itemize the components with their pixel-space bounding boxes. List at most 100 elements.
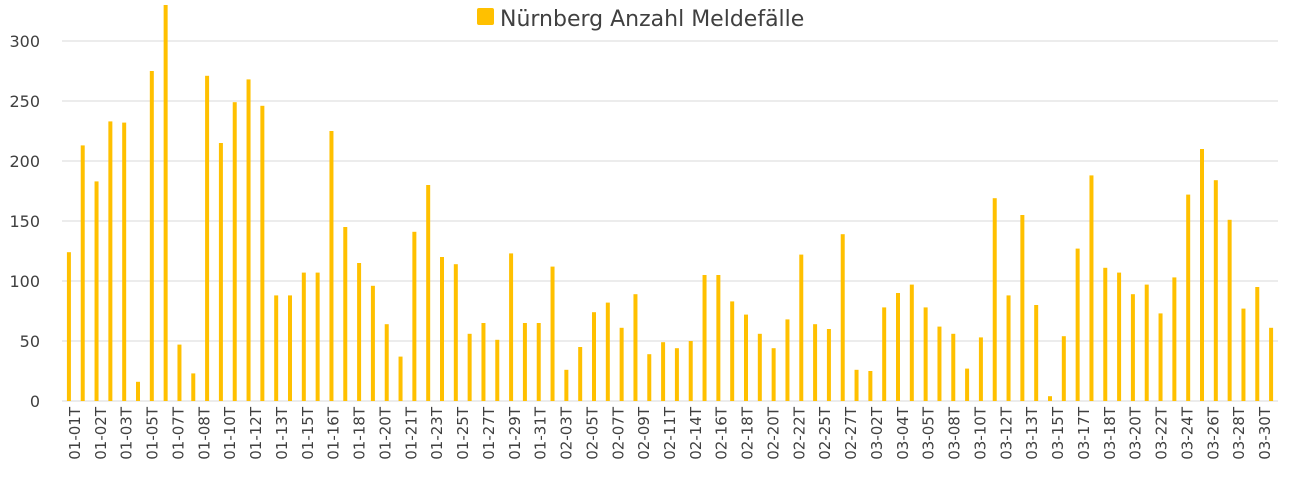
bar (992, 198, 997, 401)
legend-swatch (477, 8, 494, 25)
bar (453, 264, 458, 401)
bar (94, 181, 99, 401)
bar (329, 131, 334, 401)
bar (426, 185, 431, 401)
bars (66, 5, 1274, 402)
bar (592, 312, 596, 401)
x-tick-label: 01-23T (428, 406, 446, 460)
y-tick-label: 100 (9, 272, 40, 291)
bar (357, 263, 362, 401)
bar (205, 75, 210, 402)
bar (1034, 305, 1039, 401)
bar (826, 329, 831, 401)
bar (730, 301, 735, 401)
bar (218, 143, 223, 401)
x-tick-label: 03-28T (1230, 406, 1248, 460)
bar (177, 344, 182, 401)
bar (481, 323, 486, 401)
bar (246, 79, 251, 402)
bar (191, 373, 196, 401)
bar (1075, 248, 1080, 401)
bar (1103, 267, 1108, 401)
x-tick-label: 03-22T (1153, 406, 1171, 460)
x-tick-label: 01-18T (351, 406, 369, 460)
x-tick-label: 02-11T (661, 406, 679, 460)
bar (978, 337, 983, 401)
bar (799, 254, 804, 401)
bar (965, 368, 970, 401)
bar (315, 272, 320, 401)
bar (1200, 149, 1204, 401)
bar (1048, 396, 1052, 401)
bar (136, 381, 140, 401)
bar (288, 295, 292, 401)
bar (1117, 272, 1122, 401)
x-tick-label: 02-22T (790, 406, 808, 460)
x-tick-label: 02-25T (816, 406, 834, 460)
y-tick-label: 50 (20, 332, 40, 351)
bar (343, 227, 348, 401)
bar (771, 348, 776, 401)
bar (384, 324, 389, 401)
bar (688, 341, 693, 401)
bar (605, 302, 610, 401)
bar (661, 342, 666, 401)
x-tick-label: 03-08T (946, 406, 964, 460)
bar (1006, 295, 1011, 401)
x-tick-label: 01-05T (144, 406, 162, 460)
x-tick-label: 02-16T (713, 406, 731, 460)
bar (536, 323, 541, 401)
y-tick-label: 300 (9, 32, 40, 51)
x-tick-label: 02-09T (635, 406, 653, 460)
bar (937, 326, 942, 401)
x-tick-label: 02-20T (764, 406, 782, 460)
y-tick-label: 200 (9, 152, 40, 171)
bar (674, 348, 679, 401)
bar (744, 314, 748, 401)
bar (564, 369, 569, 401)
x-tick-label: 03-02T (868, 406, 886, 460)
x-tick-label: 03-18T (1101, 406, 1119, 460)
x-tick-label: 02-05T (583, 406, 601, 460)
x-axis: 01-01T 01-02T 01-03T 01-05T 01-07T 01-08T 01-1… (66, 406, 1274, 460)
x-tick-label: 02-03T (558, 406, 576, 460)
bar (398, 356, 403, 401)
y-tick-label: 0 (30, 392, 40, 411)
x-tick-label: 01-03T (118, 406, 136, 460)
bar (1061, 336, 1066, 401)
bar (370, 285, 375, 401)
x-tick-label: 01-07T (169, 406, 187, 460)
bar (882, 307, 887, 401)
x-tick-label: 01-21T (402, 406, 420, 460)
bar (1158, 313, 1163, 401)
bar (260, 105, 265, 402)
y-tick-label: 150 (9, 212, 40, 231)
x-tick-label: 01-02T (92, 406, 110, 460)
x-tick-label: 03-13T (1023, 406, 1041, 460)
x-tick-label: 01-20T (376, 406, 394, 460)
bar (1089, 175, 1094, 401)
bar (80, 145, 85, 401)
x-tick-label: 03-30T (1256, 406, 1274, 460)
bar (1227, 219, 1232, 401)
bar (702, 275, 707, 401)
bar (909, 284, 914, 401)
x-tick-label: 03-20T (1127, 406, 1145, 460)
x-tick-label: 03-26T (1204, 406, 1222, 460)
bar (1241, 308, 1246, 401)
x-tick-label: 01-15T (299, 406, 317, 460)
bar (550, 266, 555, 401)
bar (467, 333, 472, 401)
bar (619, 327, 624, 401)
x-tick-label: 02-07T (609, 406, 627, 460)
x-tick-label: 01-08T (195, 406, 213, 460)
legend-label: Nürnberg Anzahl Meldefälle (500, 7, 804, 32)
bar (716, 275, 721, 401)
x-tick-label: 03-12T (997, 406, 1015, 460)
bar (1186, 194, 1191, 401)
bar (923, 307, 928, 401)
x-tick-label: 02-18T (739, 406, 757, 460)
bar (1255, 287, 1260, 401)
bar (412, 231, 417, 401)
bar (1130, 294, 1135, 401)
